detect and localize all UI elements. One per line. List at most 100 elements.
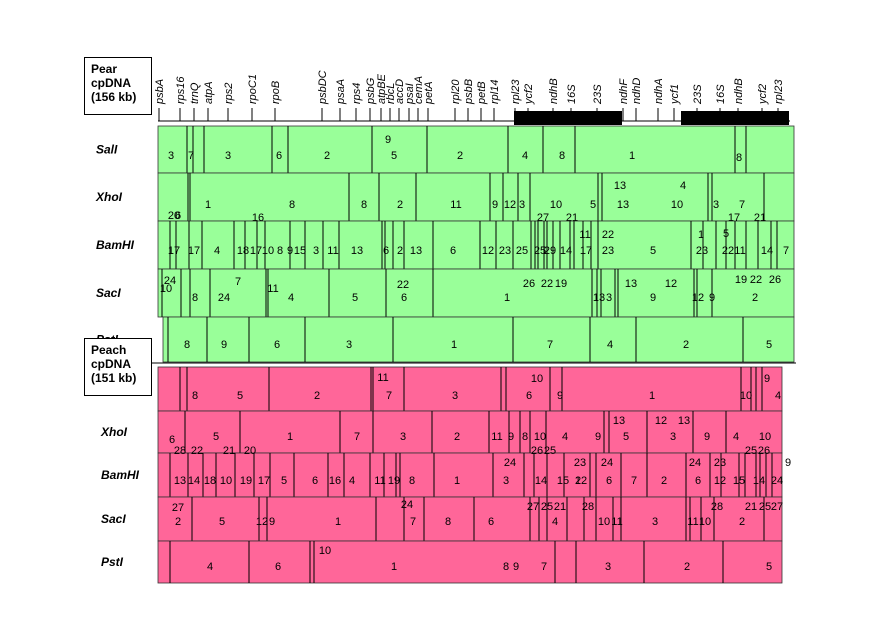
fragment-label: 13 bbox=[174, 475, 186, 487]
fragment-label: 8 bbox=[559, 150, 565, 162]
fragment-label: 4 bbox=[552, 516, 558, 528]
pear-title-line-3: (156 kb) bbox=[91, 90, 137, 104]
fragment-label: 7 bbox=[188, 150, 194, 162]
gene-label: psbA bbox=[154, 79, 166, 105]
gene-label: rps4 bbox=[351, 83, 363, 104]
fragment-label: 9 bbox=[764, 373, 770, 385]
fragment-label: 8 bbox=[503, 561, 509, 573]
gene-label: rpl14 bbox=[489, 80, 501, 104]
fragment-label: 10 bbox=[220, 475, 232, 487]
fragment-label: 4 bbox=[607, 339, 613, 351]
gene-label: petA bbox=[423, 81, 435, 105]
fragment-label: 5 bbox=[650, 245, 656, 257]
gene-label: ndhA bbox=[653, 78, 665, 104]
fragment-label: 3 bbox=[168, 150, 174, 162]
fragment-label: 3 bbox=[225, 150, 231, 162]
pear-title-box: Pear cpDNA (156 kb) bbox=[84, 57, 152, 115]
fragment-label: 2 bbox=[324, 150, 330, 162]
fragment-label: 10 bbox=[759, 431, 771, 443]
fragment-label: 23 bbox=[602, 245, 614, 257]
fragment-label: 11 bbox=[491, 431, 502, 443]
fragment-label: 1 bbox=[629, 150, 635, 162]
peach-title-line-3: (151 kb) bbox=[91, 371, 137, 385]
fragment-label: 19 bbox=[735, 274, 747, 286]
fragment-label: 6 bbox=[274, 339, 280, 351]
fragment-label: 6 bbox=[606, 475, 612, 487]
fragment-label: 6 bbox=[450, 245, 456, 257]
fragment-label: 8 bbox=[184, 339, 190, 351]
fragment-label: 17 bbox=[258, 475, 270, 487]
fragment-row-band bbox=[157, 366, 783, 412]
fragment-row-band bbox=[157, 540, 783, 584]
fragment-label: 7 bbox=[541, 561, 547, 573]
fragment-label: 5 bbox=[391, 150, 397, 162]
peach-row-psti: PstI 10 4 6 1 8 9 7 3 2 5 bbox=[101, 540, 783, 584]
gene-label: ycf1 bbox=[669, 84, 681, 105]
fragment-label: 3 bbox=[713, 199, 719, 211]
fragment-row-band bbox=[157, 220, 795, 270]
fragment-label: 4 bbox=[288, 292, 294, 304]
gene-label: ndhD bbox=[631, 78, 643, 104]
fragment-label: 25 bbox=[541, 501, 553, 513]
fragment-label: 24 bbox=[164, 275, 176, 287]
fragment-label: 7 bbox=[354, 431, 360, 443]
gene-label: atpBE bbox=[376, 73, 388, 104]
fragment-label: 8 bbox=[277, 245, 283, 257]
fragment-label: 1 bbox=[287, 431, 293, 443]
fragment-label: 17 bbox=[250, 245, 262, 257]
fragment-label: 22 bbox=[397, 279, 409, 291]
gene-label: rps16 bbox=[175, 76, 187, 104]
fragment-label: 6 bbox=[175, 210, 181, 222]
fragment-label: 11 bbox=[687, 516, 698, 528]
fragment-label: 7 bbox=[783, 245, 789, 257]
fragment-label: 6 bbox=[526, 390, 532, 402]
fragment-label: 8 bbox=[445, 516, 451, 528]
fragment-label: 1 bbox=[504, 292, 510, 304]
fragment-label: 7 bbox=[386, 390, 392, 402]
fragment-label: 10 bbox=[262, 245, 274, 257]
fragment-label: 13 bbox=[617, 199, 629, 211]
fragment-label: 8 bbox=[361, 199, 367, 211]
fragment-label: 5 bbox=[213, 431, 219, 443]
fragment-label: 13 bbox=[351, 245, 363, 257]
peach-title-box: Peach cpDNA (151 kb) bbox=[84, 338, 152, 396]
fragment-label: 13 bbox=[410, 245, 422, 257]
fragment-label: 19 bbox=[240, 475, 252, 487]
gene-label: 23S bbox=[592, 84, 604, 105]
fragment-label: 2 bbox=[683, 339, 689, 351]
fragment-label: 13 bbox=[625, 278, 637, 290]
gene-label: rpl20 bbox=[450, 79, 462, 104]
fragment-row-band bbox=[157, 172, 795, 222]
fragment-label: 17 bbox=[168, 245, 180, 257]
gene-label: rps2 bbox=[223, 83, 235, 104]
fragment-row-band bbox=[157, 496, 783, 542]
fragment-label: 17 bbox=[188, 245, 200, 257]
gene-label: psbDC bbox=[317, 70, 329, 105]
fragment-label: 27 bbox=[172, 502, 184, 514]
gene-label: 16S bbox=[715, 84, 727, 104]
fragment-label: 9 bbox=[492, 199, 498, 211]
fragment-label: 8 bbox=[409, 475, 415, 487]
enzyme-label: BamHI bbox=[96, 238, 135, 252]
fragment-label: 12 bbox=[256, 516, 268, 528]
fragment-label: 29 bbox=[544, 245, 556, 257]
fragment-label: 6 bbox=[276, 150, 282, 162]
fragment-label: 18 bbox=[204, 475, 216, 487]
fragment-label: 25 bbox=[516, 245, 528, 257]
fragment-label: 28 bbox=[582, 501, 594, 513]
fragment-label: 2 bbox=[575, 475, 581, 487]
fragment-label: 1 bbox=[454, 475, 460, 487]
fragment-label: 12 bbox=[482, 245, 494, 257]
gene-label: ndhB bbox=[733, 78, 745, 104]
enzyme-label: PstI bbox=[101, 555, 124, 569]
peach-title-line-2: cpDNA bbox=[91, 357, 132, 371]
fragment-label: 11 bbox=[374, 475, 385, 487]
gene-label: 16S bbox=[566, 84, 578, 104]
